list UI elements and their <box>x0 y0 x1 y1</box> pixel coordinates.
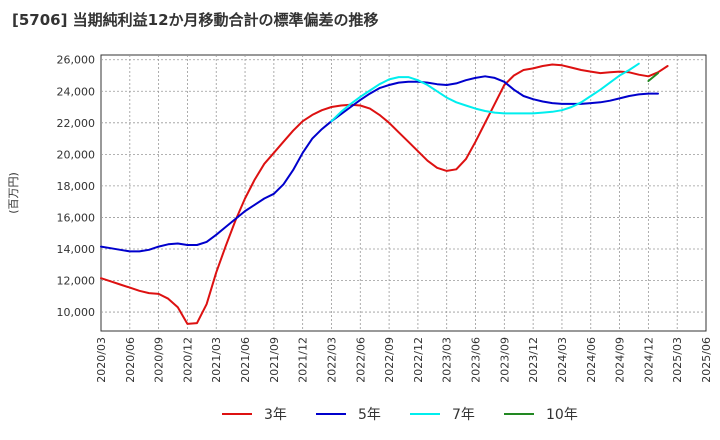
y-axis: 10,000 12,000 14,000 16,000 18,000 20,000 22,0… <box>57 54 96 319</box>
x-tick-label: 2022/12 <box>412 337 425 383</box>
x-tick-label: 2022/09 <box>383 337 396 383</box>
series-line-5年 <box>100 75 659 253</box>
grid <box>101 55 706 331</box>
x-tick-label: 2024/09 <box>614 337 627 383</box>
x-tick-label: 2021/12 <box>297 337 310 383</box>
x-tick-label: 2021/06 <box>239 337 252 383</box>
x-tick-label: 2024/03 <box>556 337 569 383</box>
y-tick-label: 20,000 <box>57 148 96 161</box>
y-tick-label: 26,000 <box>57 54 96 67</box>
y-tick-label: 12,000 <box>57 275 96 288</box>
x-tick-label: 2024/12 <box>642 337 655 383</box>
series-line-7年 <box>330 62 640 123</box>
series-lines <box>100 62 669 325</box>
x-tick-label: 2022/06 <box>354 337 367 383</box>
legend-label-7年: 7年 <box>452 407 475 423</box>
x-tick-label: 2025/06 <box>700 337 713 383</box>
x-tick-label: 2024/06 <box>585 337 598 383</box>
plot-background <box>100 54 707 332</box>
x-tick-label: 2020/03 <box>95 337 108 383</box>
x-tick-label: 2021/03 <box>210 337 223 383</box>
x-axis: 2020/03 2020/06 2020/09 2020/12 2021/03 2021/… <box>95 337 713 383</box>
series-line-10年 <box>647 72 659 82</box>
x-tick-label: 2020/06 <box>124 337 137 383</box>
y-tick-label: 18,000 <box>57 180 96 193</box>
series-line-3年 <box>100 63 669 325</box>
x-tick-label: 2021/09 <box>268 337 281 383</box>
x-tick-label: 2023/12 <box>527 337 540 383</box>
y-tick-label: 24,000 <box>57 85 96 98</box>
x-tick-label: 2023/09 <box>498 337 511 383</box>
x-tick-label: 2020/09 <box>153 337 166 383</box>
y-tick-label: 10,000 <box>57 306 96 319</box>
x-tick-label: 2023/03 <box>441 337 454 383</box>
legend-label-10年: 10年 <box>546 407 578 423</box>
legend: 3年 5年 7年 10年 <box>222 407 578 423</box>
y-tick-label: 16,000 <box>57 211 96 224</box>
x-tick-label: 2022/03 <box>325 337 338 383</box>
y-tick-label: 22,000 <box>57 117 96 130</box>
y-tick-label: 14,000 <box>57 243 96 256</box>
y-axis-label: (百万円) <box>7 172 20 214</box>
chart-title: [5706] 当期純利益12か月移動合計の標準偏差の推移 <box>12 11 379 29</box>
x-tick-label: 2023/06 <box>470 337 483 383</box>
x-tick-label: 2020/12 <box>181 337 194 383</box>
legend-label-3年: 3年 <box>264 407 287 423</box>
x-tick-label: 2025/03 <box>671 337 684 383</box>
legend-label-5年: 5年 <box>358 407 381 423</box>
